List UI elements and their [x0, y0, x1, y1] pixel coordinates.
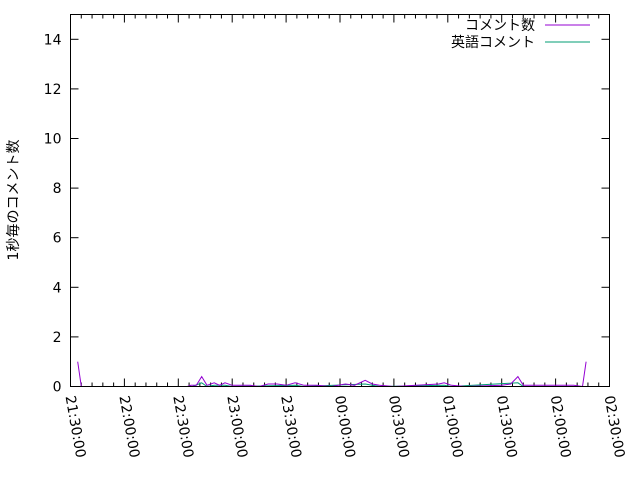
y-axis-label: 1秒毎のコメント数 — [6, 140, 22, 261]
y-tick-label: 4 — [53, 280, 62, 296]
x-tick-label: 23:30:00 — [277, 394, 304, 459]
y-tick-label: 8 — [53, 181, 62, 197]
x-tick-label: 01:30:00 — [493, 394, 520, 459]
x-tick-label: 00:30:00 — [385, 394, 412, 459]
x-tick-label: 23:00:00 — [223, 394, 250, 459]
y-tick-label: 2 — [53, 330, 62, 346]
x-tick-label: 22:00:00 — [115, 394, 142, 459]
y-tick-label: 6 — [53, 231, 62, 247]
y-tick-label: 10 — [44, 132, 62, 148]
y-axis: 0 2 4 6 8 10 12 14 — [44, 32, 610, 396]
x-tick-label: 01:00:00 — [439, 394, 466, 459]
plot-border — [70, 14, 610, 387]
x-tick-label: 02:00:00 — [547, 394, 574, 459]
legend-label-0: コメント数 — [465, 18, 535, 34]
x-tick-label: 00:00:00 — [331, 394, 358, 459]
x-tick-label: 22:30:00 — [169, 394, 196, 459]
x-tick-label: 21:30:00 — [62, 394, 89, 459]
series-group — [77, 361, 587, 388]
y-tick-label: 14 — [44, 32, 62, 48]
x-tick-label: 02:30:00 — [601, 394, 628, 459]
legend: コメント数 英語コメント — [451, 18, 590, 51]
legend-label-1: 英語コメント — [451, 34, 535, 51]
y-tick-label: 0 — [53, 380, 62, 396]
x-axis: 21:30:00 22:00:00 22:30:00 23:00:00 23:30:00… — [62, 14, 628, 459]
y-tick-label: 12 — [44, 82, 62, 98]
